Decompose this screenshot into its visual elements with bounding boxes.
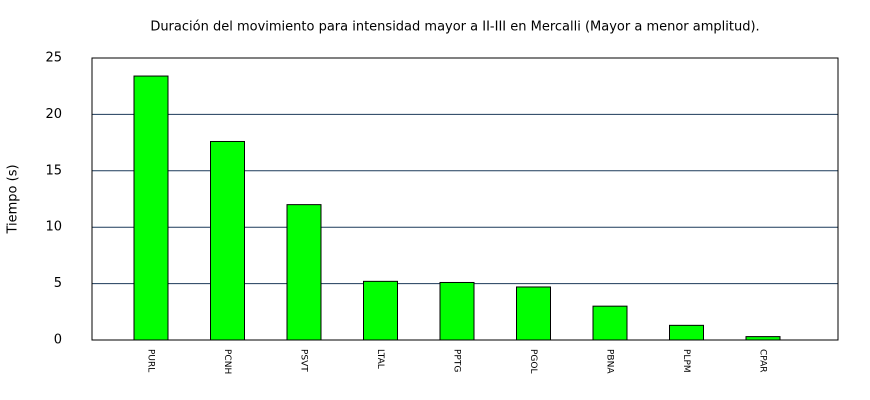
x-tick-label: PSVT bbox=[299, 349, 309, 372]
bar bbox=[133, 75, 169, 341]
x-tick-label: LTAL bbox=[375, 349, 385, 369]
bar bbox=[439, 281, 475, 341]
chart-title: Duración del movimiento para intensidad … bbox=[150, 20, 759, 35]
y-tick-label: 0 bbox=[54, 333, 62, 348]
y-tick-label: 10 bbox=[45, 220, 62, 235]
y-axis-label: Tiempo (s) bbox=[6, 164, 21, 234]
bar bbox=[210, 140, 245, 341]
y-tick-label: 25 bbox=[45, 51, 62, 66]
bar bbox=[516, 286, 551, 341]
plot-border bbox=[91, 57, 839, 341]
x-tick-label: PURL bbox=[146, 349, 156, 372]
y-tick-label: 20 bbox=[45, 107, 62, 122]
x-tick-label: PLPM bbox=[681, 349, 691, 373]
y-tick-label: 15 bbox=[45, 163, 62, 178]
x-tick-label: PGOL bbox=[528, 349, 538, 374]
x-tick-label: CPAR bbox=[758, 349, 768, 373]
bar bbox=[286, 204, 322, 341]
x-tick-label: PCNH bbox=[222, 349, 232, 374]
x-tick-label: PPTG bbox=[452, 349, 462, 372]
bar bbox=[363, 280, 398, 341]
y-tick-label: 5 bbox=[54, 276, 62, 291]
bar bbox=[592, 305, 628, 341]
bar bbox=[745, 336, 781, 341]
bar bbox=[669, 324, 704, 341]
x-tick-label: PBNA bbox=[605, 349, 615, 374]
